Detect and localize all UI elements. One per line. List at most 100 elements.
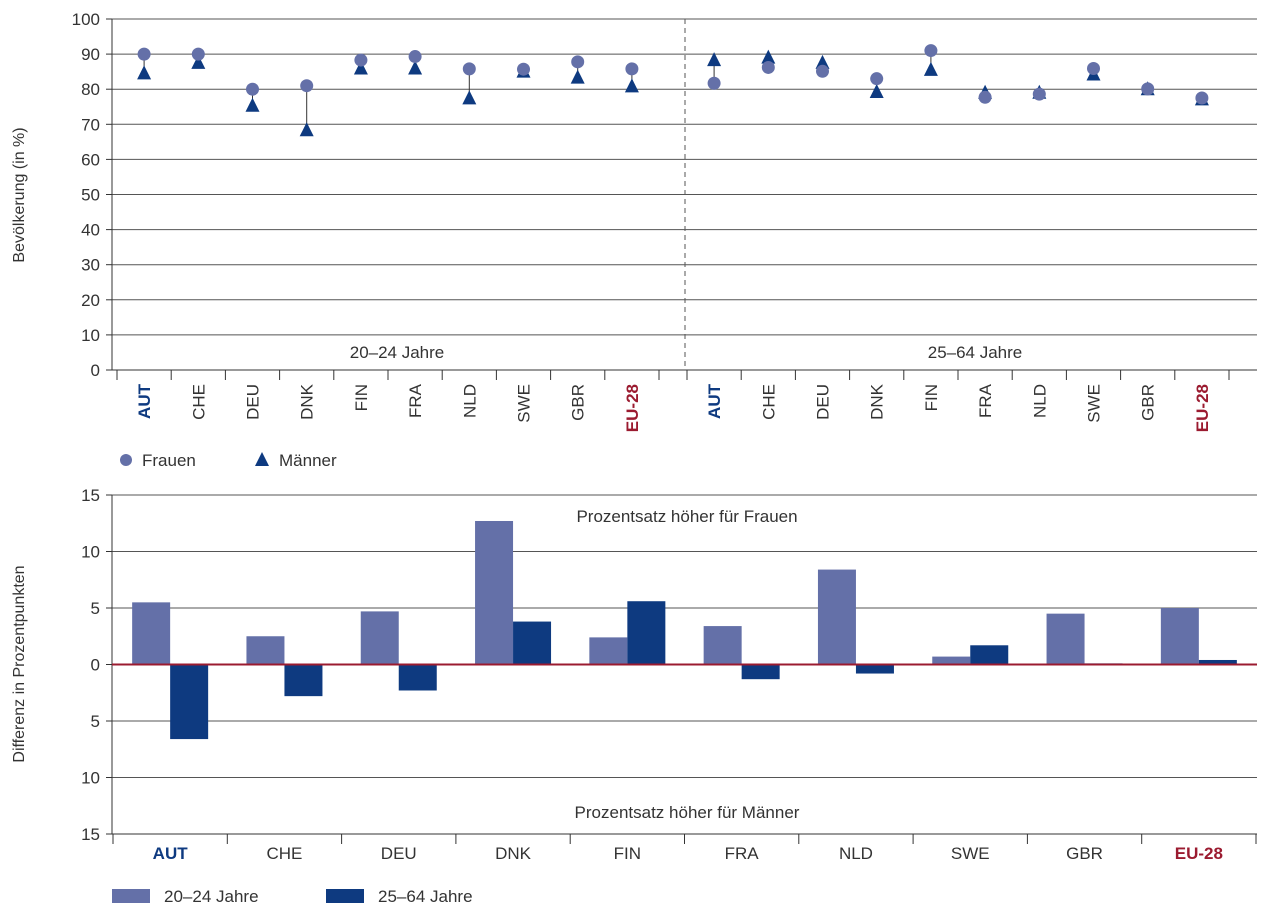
point-frauen-che: [761, 60, 775, 74]
point-maenner-eu-28: [624, 78, 639, 93]
top-x-tick-label-che: CHE: [189, 384, 208, 420]
point-maenner-fin: [923, 61, 938, 76]
bottom-x-tick-label-aut: AUT: [153, 844, 189, 863]
bottom-x-tick-label-nld: NLD: [839, 844, 873, 863]
point-maenner-deu: [245, 97, 260, 112]
legend-20-24-label: 20–24 Jahre: [164, 887, 259, 906]
point-frauen-swe: [517, 62, 530, 76]
bottom-x-tick-label-deu: DEU: [381, 844, 417, 863]
point-frauen-fra: [978, 90, 992, 104]
point-maenner-aut: [707, 52, 722, 67]
top-y-tick-label: 90: [81, 45, 100, 64]
bar-25-64-nld: [855, 664, 894, 674]
point-frauen-nld: [462, 62, 476, 76]
point-maenner-deu: [815, 54, 830, 69]
bar-20-24-eu-28: [1160, 608, 1199, 665]
bar-25-64-eu-28: [1198, 659, 1237, 665]
top-y-tick-label: 50: [81, 186, 100, 205]
legend-frauen-marker: [120, 454, 132, 466]
top-x-tick-label-aut: AUT: [135, 383, 154, 419]
bar-25-64-dnk: [513, 621, 552, 665]
top-x-tick-label-gbr: GBR: [569, 384, 588, 421]
bar-25-64-swe: [970, 645, 1009, 665]
point-frauen-deu: [816, 64, 829, 78]
top-x-tick-label-deu: DEU: [244, 384, 263, 420]
bar-25-64-che: [284, 664, 323, 697]
top-y-tick-label: 70: [81, 115, 100, 134]
top-y-tick-label: 10: [81, 326, 100, 345]
top-x-tick-label-nld: NLD: [460, 384, 479, 418]
bottom-x-axis: AUT CHE DEU DNK FIN FRA NLD SWE GBR EU-28: [112, 834, 1257, 863]
bottom-x-tick-label-fin: FIN: [614, 844, 641, 863]
top-x-tick-label-gbr: GBR: [1139, 384, 1158, 421]
bottom-x-tick-label-gbr: GBR: [1066, 844, 1103, 863]
bottom-y-tick-label: 5: [91, 599, 100, 618]
point-frauen-fin: [354, 53, 368, 67]
point-frauen-gbr: [1141, 82, 1155, 96]
top-y-tick-label: 100: [72, 10, 100, 29]
legend-25-64-label: 25–64 Jahre: [378, 887, 473, 906]
top-y-axis-label: Bevölkerung (in %): [11, 127, 28, 262]
point-frauen-swe: [1087, 61, 1100, 75]
top-x-tick-label-dnk: DNK: [868, 383, 887, 420]
top-x-tick-label-che: CHE: [759, 384, 778, 420]
bar-25-64-deu: [398, 664, 437, 691]
bar-20-24-swe: [932, 656, 971, 665]
top-legend: Frauen Männer: [120, 451, 337, 470]
top-x-tick-label-fin: FIN: [352, 384, 371, 411]
top-x-tick-label-eu-28: EU-28: [1193, 384, 1212, 432]
point-maenner-che: [761, 49, 776, 64]
bottom-y-ticks: 15 10 5 0 5 10 15: [81, 486, 112, 844]
bottom-x-tick-label-swe: SWE: [951, 844, 990, 863]
top-x-tick-label-swe: SWE: [1085, 384, 1104, 423]
top-points: [137, 44, 1209, 137]
bottom-y-tick-label: 10: [81, 769, 100, 788]
point-maenner-nld: [462, 90, 477, 105]
top-x-tick-label-fin: FIN: [922, 384, 941, 411]
legend-25-64-swatch: [326, 889, 364, 903]
point-frauen-gbr: [571, 55, 585, 69]
top-x-tick-label-swe: SWE: [515, 384, 534, 423]
point-frauen-che: [191, 47, 205, 61]
legend-20-24-swatch: [112, 889, 150, 903]
bottom-y-tick-label: 10: [81, 543, 100, 562]
point-frauen-eu-28: [1195, 91, 1209, 105]
top-group-label-20-24: 20–24 Jahre: [350, 343, 445, 362]
top-x-tick-label-deu: DEU: [814, 384, 833, 420]
point-maenner-dnk: [299, 122, 314, 137]
point-maenner-aut: [137, 65, 152, 80]
top-y-tick-label: 20: [81, 291, 100, 310]
bottom-y-axis-label: Differenz in Prozentpunkten: [11, 565, 28, 762]
point-frauen-deu: [246, 82, 259, 96]
bottom-x-tick-label-eu-28: EU-28: [1175, 844, 1223, 863]
legend-maenner-marker: [255, 452, 269, 466]
bar-20-24-fra: [703, 626, 742, 665]
bottom-legend: 20–24 Jahre 25–64 Jahre: [112, 887, 473, 906]
top-x-tick-label-fra: FRA: [976, 383, 995, 418]
bar-20-24-nld: [817, 569, 856, 665]
point-maenner-fra: [408, 60, 423, 75]
point-maenner-dnk: [869, 84, 884, 99]
bottom-x-tick-label-fra: FRA: [725, 844, 760, 863]
bottom-y-tick-label: 15: [81, 486, 100, 505]
top-group-label-25-64: 25–64 Jahre: [928, 343, 1023, 362]
legend-maenner-label: Männer: [279, 451, 337, 470]
point-frauen-nld: [1032, 87, 1046, 101]
top-x-tick-label-dnk: DNK: [298, 383, 317, 420]
top-x-axis: AUT CHE DEU DNK FIN FRA NLD SWE GBR EU-28 AUT CHE DE…: [116, 370, 1230, 432]
top-x-tick-label-fra: FRA: [406, 383, 425, 418]
bottom-x-tick-label-che: CHE: [266, 844, 302, 863]
point-maenner-fin: [353, 60, 368, 75]
top-y-tick-label: 0: [91, 361, 100, 380]
top-y-tick-label: 60: [81, 150, 100, 169]
bottom-y-tick-label: 0: [91, 656, 100, 675]
bar-25-64-fra: [741, 664, 780, 680]
point-frauen-aut: [137, 47, 151, 61]
top-y-ticks: 0 10 20 30 40 50 60 70 80 90 100: [72, 10, 112, 380]
bar-20-24-fin: [589, 637, 628, 665]
point-maenner-che: [191, 54, 206, 69]
point-maenner-gbr: [570, 69, 585, 84]
